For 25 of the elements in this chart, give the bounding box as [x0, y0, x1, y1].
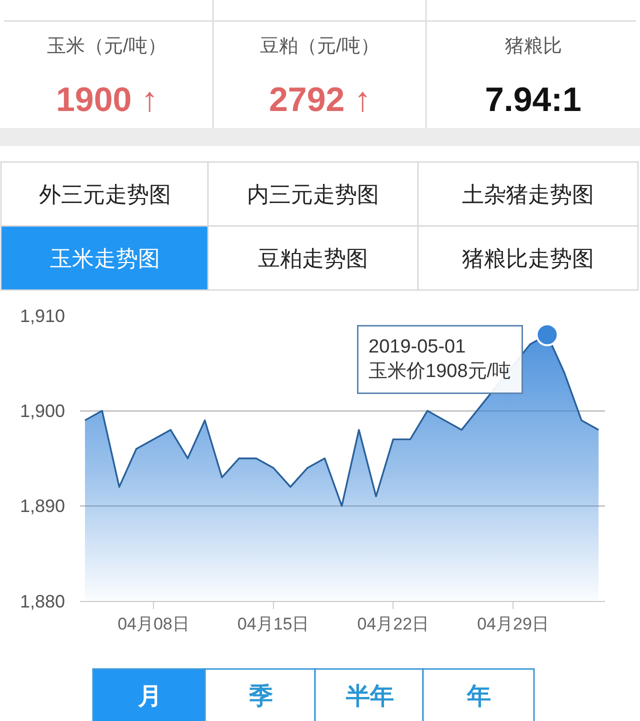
category-label: 玉米（元/吨）: [47, 36, 166, 57]
category-label: 豆粕（元/吨）: [260, 36, 380, 57]
category-label: 豆粕走势图: [258, 246, 368, 271]
y-tick-label: 1,910: [20, 306, 65, 326]
category-label: 年: [466, 683, 491, 710]
x-tick-label: 04月22日: [357, 614, 430, 634]
text: 1900 ↑: [56, 81, 158, 119]
category-label: 半年: [345, 683, 394, 710]
category-label: 猪粮比: [505, 36, 562, 57]
category-label: 土杂猪走势图: [462, 182, 594, 207]
category-label: 外三元走势图: [39, 182, 171, 207]
category-label: 猪粮比走势图: [462, 246, 594, 271]
category-label: 内三元走势图: [247, 182, 379, 207]
annotation: 2019-05-01 玉米价1908元/吨: [368, 336, 512, 382]
y-tick-label: 1,890: [20, 496, 65, 516]
text: 7.94:1: [485, 81, 582, 119]
y-tick-label: 1,880: [20, 591, 65, 612]
x-tick-label: 04月15日: [237, 614, 310, 634]
y-tick-label: 1,900: [20, 401, 65, 422]
x-tick-label: 04月08日: [118, 614, 190, 634]
category-label: 月: [137, 683, 162, 710]
category-label: 玉米走势图: [50, 246, 160, 271]
x-tick-label: 04月29日: [477, 614, 549, 634]
category-label: 季: [248, 683, 273, 710]
text: 2792 ↑: [269, 81, 372, 119]
